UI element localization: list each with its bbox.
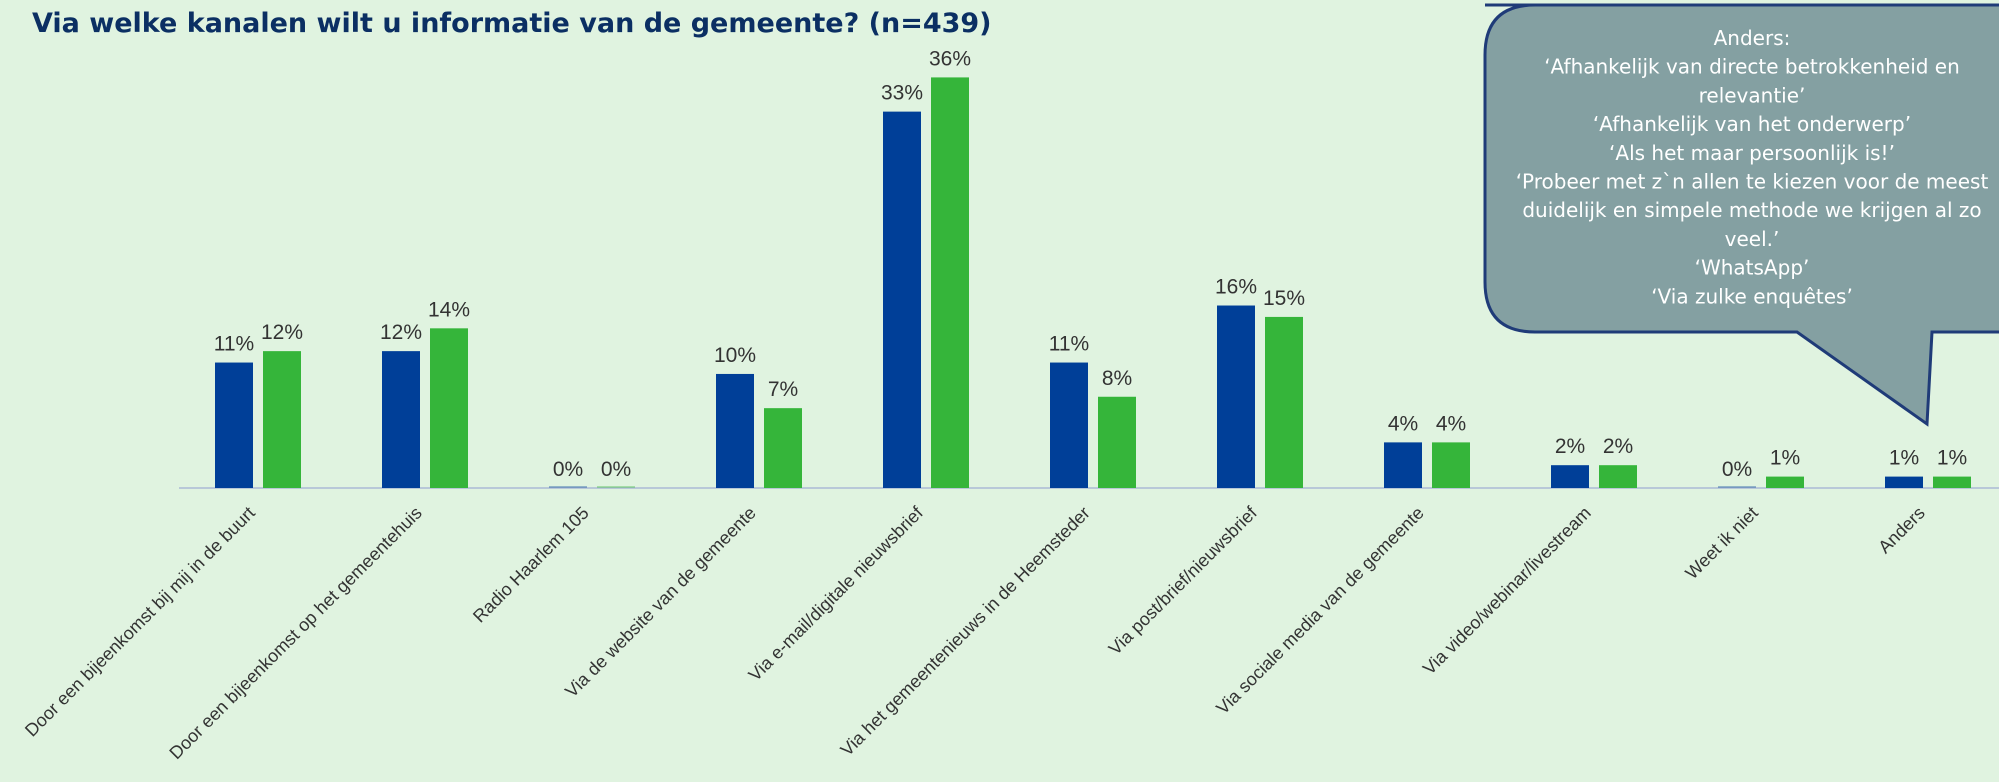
category-label-9: Weet ik niet — [1681, 503, 1761, 583]
callout-line-5: ‘Probeer met z`n allen te kiezen voor de… — [1516, 170, 1989, 194]
bar-label-s2-3: 7% — [768, 378, 798, 401]
bar-label-s1-4: 33% — [881, 82, 923, 105]
bars-group — [215, 77, 1971, 489]
bar-label-s1-1: 12% — [380, 321, 422, 344]
callout-line-3: ‘Afhankelijk van het onderwerp’ — [1593, 112, 1911, 136]
callout-line-9: ‘Via zulke enquêtes’ — [1651, 284, 1853, 308]
bar-s1-5 — [1050, 362, 1088, 488]
callout-line-6: duidelijk en simpele methode we krijgen … — [1522, 198, 1981, 222]
bar-label-s1-9: 0% — [1722, 458, 1752, 481]
bar-labels-group: 11% 12% 12% 14% 0% 0% 10% 7% 33% 36% 11% 8% 16% 15% 4%… — [214, 47, 1967, 481]
bar-s2-8 — [1599, 465, 1637, 488]
bar-label-s2-2: 0% — [601, 458, 631, 481]
bar-label-s1-7: 4% — [1388, 412, 1418, 435]
callout-line-8: ‘WhatsApp’ — [1695, 256, 1810, 280]
callout-line-7: veel.’ — [1725, 227, 1780, 251]
bar-label-s2-7: 4% — [1436, 412, 1466, 435]
category-label-4: Via e-mail/digitale nieuwsbrief — [745, 502, 928, 685]
bar-s2-5 — [1098, 396, 1136, 488]
bar-s1-10 — [1885, 476, 1923, 488]
bar-label-s1-3: 10% — [714, 344, 756, 367]
bar-s1-2 — [549, 486, 587, 488]
bar-label-s1-10: 1% — [1889, 447, 1919, 470]
bar-label-s1-2: 0% — [553, 458, 583, 481]
callout-bubble: Anders: ‘Afhankelijk van directe betrokke… — [1483, 3, 1999, 427]
category-label-10: Anders — [1874, 503, 1928, 557]
bar-s1-0 — [215, 362, 253, 488]
category-label-2: Radio Haarlem 105 — [469, 503, 593, 627]
category-label-3: Via de website van de gemeente — [561, 503, 760, 702]
bar-s2-0 — [263, 351, 301, 488]
bar-s2-9 — [1766, 476, 1804, 488]
callout-text: Anders: ‘Afhankelijk van directe betrokke… — [1516, 26, 1989, 308]
category-labels-group: Door een bijeenkomst bij mij in de buurt… — [21, 502, 1929, 763]
bar-s1-4 — [883, 111, 921, 489]
bar-s2-4 — [931, 77, 969, 489]
bar-label-s2-5: 8% — [1102, 367, 1132, 390]
bar-s1-7 — [1384, 442, 1422, 488]
bar-s1-1 — [382, 351, 420, 488]
callout-shape — [1483, 3, 1999, 427]
bar-label-s1-6: 16% — [1215, 276, 1257, 299]
bar-s1-9 — [1718, 486, 1756, 488]
bar-s2-3 — [764, 408, 802, 488]
bar-s2-7 — [1432, 442, 1470, 488]
bar-label-s2-10: 1% — [1937, 447, 1967, 470]
bar-s2-2 — [597, 486, 635, 488]
bar-s1-3 — [716, 373, 754, 488]
callout-line-0: Anders: — [1714, 26, 1791, 50]
category-label-7: Via sociale media van de gemeente — [1212, 503, 1428, 719]
bar-s2-1 — [430, 328, 468, 488]
callout-line-1: ‘Afhankelijk van directe betrokkenheid e… — [1544, 55, 1960, 79]
bar-label-s2-0: 12% — [261, 321, 303, 344]
category-label-8: Via video/webinar/livestream — [1419, 503, 1595, 679]
chart-title: Via welke kanalen wilt u informatie van … — [32, 8, 992, 39]
callout-line-2: relevantie’ — [1699, 83, 1806, 107]
bar-label-s1-0: 11% — [214, 333, 254, 356]
bar-label-s2-8: 2% — [1603, 435, 1633, 458]
bar-label-s1-8: 2% — [1555, 435, 1585, 458]
category-label-6: Via post/brief/nieuwsbrief — [1105, 502, 1262, 659]
bar-label-s2-1: 14% — [428, 298, 470, 321]
bar-label-s1-5: 11% — [1049, 333, 1089, 356]
bar-label-s2-9: 1% — [1770, 447, 1800, 470]
bar-s1-8 — [1551, 465, 1589, 488]
bar-s2-6 — [1265, 316, 1303, 488]
callout-line-4: ‘Als het maar persoonlijk is!’ — [1609, 141, 1895, 165]
bar-s2-10 — [1933, 476, 1971, 488]
bar-label-s2-6: 15% — [1263, 287, 1305, 310]
bar-s1-6 — [1217, 305, 1255, 488]
bar-label-s2-4: 36% — [929, 47, 971, 70]
